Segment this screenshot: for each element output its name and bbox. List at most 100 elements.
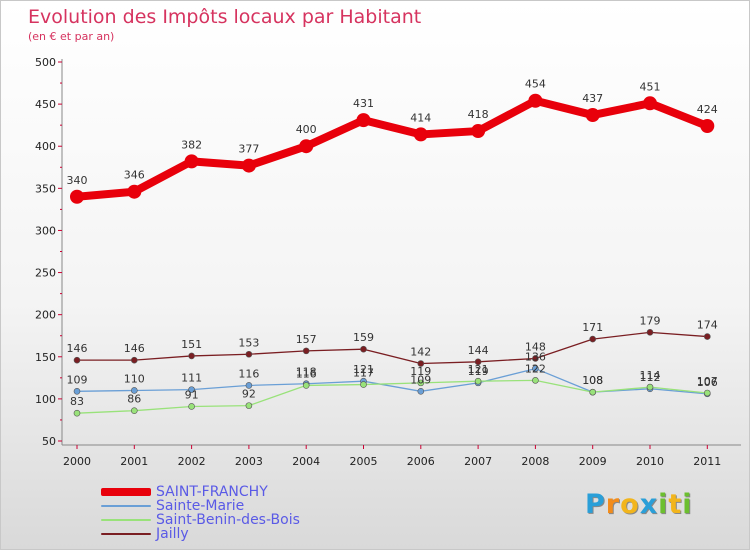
series-line (76, 331, 708, 365)
data-label: 174 (697, 319, 718, 332)
data-label: 92 (242, 388, 256, 401)
data-point (73, 388, 81, 395)
y-tick-label: 150 (35, 351, 56, 364)
data-label: 116 (296, 367, 317, 380)
legend-swatch (101, 519, 151, 521)
legend-label: Sainte-Marie (156, 498, 245, 514)
data-point (474, 377, 482, 385)
data-label: 424 (697, 103, 718, 116)
legend-item: Jailly (101, 527, 300, 541)
logo-letter: r (605, 489, 621, 520)
data-point (417, 360, 425, 367)
data-point (532, 355, 539, 362)
data-label: 91 (185, 388, 199, 401)
data-label: 377 (238, 143, 259, 156)
data-label: 151 (181, 338, 202, 351)
legend-label: SAINT-FRANCHY (156, 484, 268, 500)
y-tick-label: 500 (35, 56, 56, 69)
x-tick-label: 2007 (464, 455, 492, 468)
legend-label: Saint-Benin-des-Bois (156, 512, 300, 528)
y-tick-label: 50 (42, 435, 56, 448)
data-point (302, 382, 310, 389)
data-label: 454 (525, 78, 546, 91)
data-point (417, 388, 425, 395)
data-label: 148 (525, 340, 546, 353)
data-point (413, 127, 428, 142)
data-point (703, 389, 711, 397)
data-label: 144 (468, 344, 489, 357)
data-point (302, 347, 310, 355)
logo-letter: t (668, 489, 683, 520)
y-tick-label: 200 (35, 309, 56, 322)
data-label: 418 (468, 108, 489, 121)
legend-item: Saint-Benin-des-Bois (101, 513, 300, 527)
logo-letter: i (682, 489, 693, 520)
x-tick-label: 2000 (63, 455, 91, 468)
legend-item: Sainte-Marie (101, 499, 300, 513)
data-label: 86 (127, 393, 141, 406)
data-label: 111 (181, 372, 202, 385)
y-tick-label: 250 (35, 267, 56, 280)
x-tick-label: 2009 (579, 455, 607, 468)
data-label: 116 (238, 367, 259, 380)
data-point (188, 386, 195, 393)
data-point (245, 402, 253, 409)
data-point (532, 377, 539, 384)
x-tick-label: 2003 (235, 455, 263, 468)
data-point (589, 388, 597, 396)
data-point (184, 154, 199, 169)
data-label: 109 (67, 373, 88, 386)
x-tick-label: 2006 (407, 455, 435, 468)
data-point (131, 407, 138, 414)
data-label: 108 (582, 374, 603, 387)
data-point (474, 358, 482, 366)
data-point (131, 387, 138, 394)
data-label: 83 (70, 395, 84, 408)
chart-subtitle: (en € et par an) (28, 30, 115, 43)
y-tick-label: 450 (35, 98, 56, 111)
data-label: 179 (640, 314, 661, 327)
data-label: 121 (468, 363, 489, 376)
x-tick-label: 2010 (636, 455, 664, 468)
data-label: 118 (296, 366, 317, 379)
data-label: 117 (353, 367, 374, 380)
y-tick-label: 400 (35, 140, 56, 153)
data-point (646, 383, 654, 391)
data-point (360, 345, 367, 353)
legend-item: SAINT-FRANCHY (101, 485, 300, 499)
x-tick-label: 2002 (178, 455, 206, 468)
y-tick-label: 350 (35, 182, 56, 195)
data-label: 414 (410, 111, 431, 124)
y-tick-label: 300 (35, 224, 56, 237)
data-label: 119 (410, 365, 431, 378)
data-point (188, 352, 195, 360)
data-point (703, 333, 711, 340)
data-label: 157 (296, 333, 317, 346)
y-tick-label: 100 (35, 393, 56, 406)
data-label: 114 (640, 369, 661, 382)
data-point (73, 409, 81, 417)
data-point (127, 184, 142, 199)
data-point (188, 403, 195, 410)
data-point (643, 96, 657, 111)
data-label: 142 (410, 346, 431, 359)
legend-label: Jailly (156, 526, 189, 542)
data-label: 110 (124, 372, 145, 385)
data-label: 121 (353, 363, 374, 376)
x-tick-label: 2008 (521, 455, 549, 468)
data-label: 159 (353, 331, 374, 344)
data-point (360, 381, 367, 388)
data-point (700, 119, 715, 134)
legend-swatch (101, 488, 151, 496)
data-label: 122 (525, 362, 546, 375)
chart-title: Evolution des Impôts locaux par Habitant (28, 6, 422, 28)
data-label: 153 (238, 336, 259, 349)
data-label: 451 (640, 80, 661, 93)
data-point (356, 113, 371, 128)
data-label: 437 (582, 92, 603, 105)
series-line (73, 96, 712, 201)
logo-letter: o (620, 489, 640, 520)
data-point (131, 356, 138, 364)
